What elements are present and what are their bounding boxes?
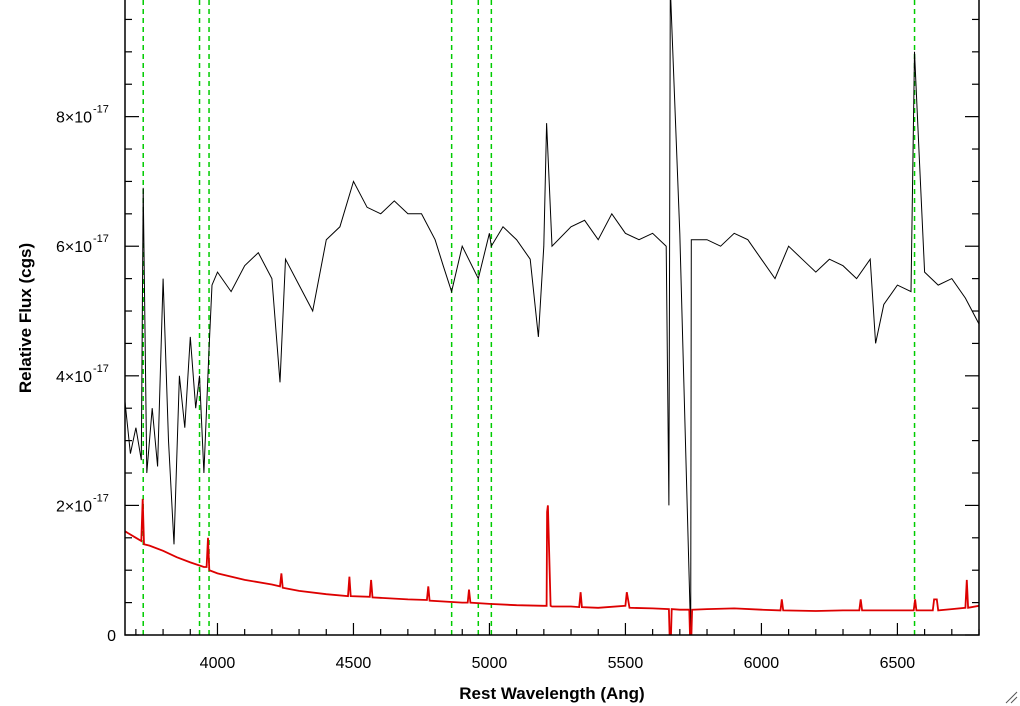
resize-grip-icon[interactable] [1004,690,1018,704]
y-tick-label: 8×10 [56,110,92,127]
y-tick-label: 4×10 [56,369,92,386]
y-tick-exponent: -17 [93,492,109,504]
plot-frame [124,0,980,636]
y-tick-mantissa: 6×10 [56,239,92,256]
y-axis-label: Relative Flux (cgs) [16,243,35,393]
y-tick-label: 2×10 [56,498,92,515]
y-tick-label: 0 [107,628,116,645]
x-tick-label: 6500 [880,655,916,672]
y-tick-mantissa: 4×10 [56,369,92,386]
y-tick-exponent: -17 [93,233,109,245]
spectrum-series-line [125,0,979,635]
emission-line-markers [142,0,916,635]
y-tick-mantissa: 8×10 [56,110,92,127]
y-tick-exponent: -17 [93,104,109,116]
y-tick-mantissa: 0 [107,628,116,645]
series-layer [125,0,979,635]
x-tick-label: 5000 [472,655,508,672]
error-series-line [125,498,979,635]
x-tick-label: 5500 [608,655,644,672]
x-tick-label: 6000 [744,655,780,672]
x-tick-label: 4000 [200,655,236,672]
axis-ticks [125,18,980,636]
x-axis-label: Rest Wavelength (Ang) [459,684,644,703]
y-tick-mantissa: 2×10 [56,498,92,515]
y-tick-label: 6×10 [56,239,92,256]
x-tick-label: 4500 [336,655,372,672]
y-tick-exponent: -17 [93,363,109,375]
